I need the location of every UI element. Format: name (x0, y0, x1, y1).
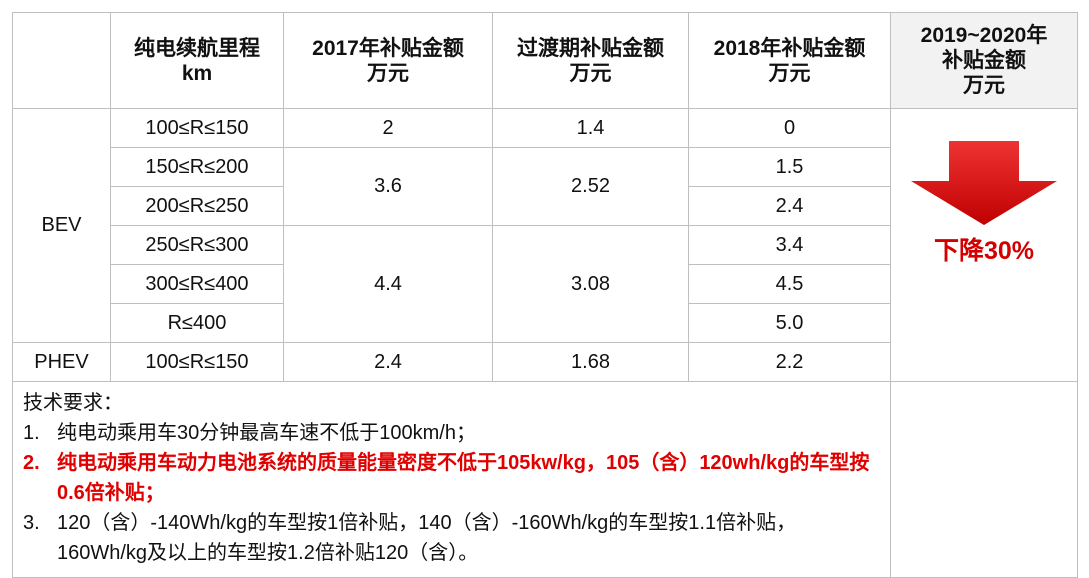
note-text: 纯电动乘用车30分钟最高车速不低于100km/h； (57, 422, 476, 444)
note-item: 2. 纯电动乘用车动力电池系统的质量能量密度不低于105kw/kg，105（含）1… (23, 448, 880, 508)
note-number: 2. (23, 452, 40, 474)
range-cell: 100≤R≤150 (110, 342, 284, 382)
value-cell: 4.5 (688, 264, 891, 304)
change-cell: 下降30% (890, 108, 1078, 382)
note-number: 3. (23, 512, 40, 534)
notes-title: 技术要求： (23, 392, 123, 414)
empty-cell (890, 381, 1078, 578)
row: R≤400 5.0 (13, 303, 1078, 343)
range-cell: 150≤R≤200 (110, 147, 284, 187)
value-cell: 2.52 (492, 147, 689, 226)
value-cell: 5.0 (688, 303, 891, 343)
notes-cell: 技术要求： 1. 纯电动乘用车30分钟最高车速不低于100km/h； 2. 纯电动乘… (12, 381, 891, 578)
header-line: 万元 (569, 61, 612, 85)
down-arrow (911, 141, 1057, 225)
header-row: 纯电续航里程 km 2017年补贴金额 万元 过渡期补贴金额 万元 2018年补贴金额… (12, 12, 1078, 109)
header-cell: 2017年补贴金额 万元 (283, 12, 493, 109)
arrow-shape (911, 141, 1057, 225)
header-line: 万元 (963, 74, 1005, 97)
header-line: 补贴金额 (942, 49, 1026, 72)
change-label: 下降30% (933, 237, 1035, 265)
row: 200≤R≤250 2.4 (13, 186, 1078, 226)
header-line: 2018年补贴金额 (713, 36, 866, 60)
value-cell: 2.2 (688, 342, 891, 382)
value-cell: 3.4 (688, 225, 891, 265)
header-line: 过渡期补贴金额 (517, 36, 664, 60)
row: 300≤R≤400 4.5 (13, 264, 1078, 304)
value-cell: 1.4 (492, 108, 689, 148)
range-cell: 250≤R≤300 (110, 225, 284, 265)
range-cell: R≤400 (110, 303, 284, 343)
notes-row: 技术要求： 1. 纯电动乘用车30分钟最高车速不低于100km/h； 2. 纯电动乘… (12, 381, 1078, 578)
type-cell: BEV (12, 108, 111, 343)
header-line: 纯电续航里程 (134, 36, 260, 60)
header-line: 2017年补贴金额 (312, 36, 464, 60)
value-cell: 0 (688, 108, 891, 148)
row: BEV 100≤R≤150 2 1.4 0 下降30% (12, 108, 1078, 382)
note-item: 3. 120（含）-140Wh/kg的车型按1倍补贴，140（含）-160Wh/k… (23, 508, 880, 568)
row: PHEV 100≤R≤150 2.4 1.68 2.2 (12, 342, 1078, 382)
value-cell: 1.5 (688, 147, 891, 187)
header-cell: 2018年补贴金额 万元 (688, 12, 891, 109)
row: 250≤R≤300 4.4 3.08 3.4 (13, 225, 1078, 343)
range-cell: 100≤R≤150 (110, 108, 284, 148)
note-text: 纯电动乘用车动力电池系统的质量能量密度不低于105kw/kg，105（含）120… (57, 452, 870, 504)
value-cell: 3.08 (492, 225, 689, 343)
range-cell: 300≤R≤400 (110, 264, 284, 304)
note-number: 1. (23, 422, 40, 444)
header-line: 2019~2020年 (920, 24, 1048, 47)
range-cell: 200≤R≤250 (110, 186, 284, 226)
value-cell: 4.4 (283, 225, 493, 343)
header-cell: 2019~2020年 补贴金额 万元 (890, 12, 1078, 109)
header-cell: 过渡期补贴金额 万元 (492, 12, 689, 109)
header-cell: 纯电续航里程 km (110, 12, 284, 109)
value-cell: 2.4 (283, 342, 493, 382)
value-cell: 1.68 (492, 342, 689, 382)
note-item: 1. 纯电动乘用车30分钟最高车速不低于100km/h； (23, 418, 880, 448)
note-text: 120（含）-140Wh/kg的车型按1倍补贴，140（含）-160Wh/kg的… (57, 512, 797, 564)
value-cell: 2 (283, 108, 493, 148)
value-cell: 3.6 (283, 147, 493, 226)
header-line: 万元 (367, 61, 409, 85)
header-line: km (181, 61, 213, 85)
header-line: 万元 (768, 61, 811, 85)
value-cell: 2.4 (688, 186, 891, 226)
corner-cell (12, 12, 111, 109)
subsidy-table: 纯电续航里程 km 2017年补贴金额 万元 过渡期补贴金额 万元 2018年补贴金额… (12, 12, 1078, 578)
type-cell: PHEV (12, 342, 111, 382)
